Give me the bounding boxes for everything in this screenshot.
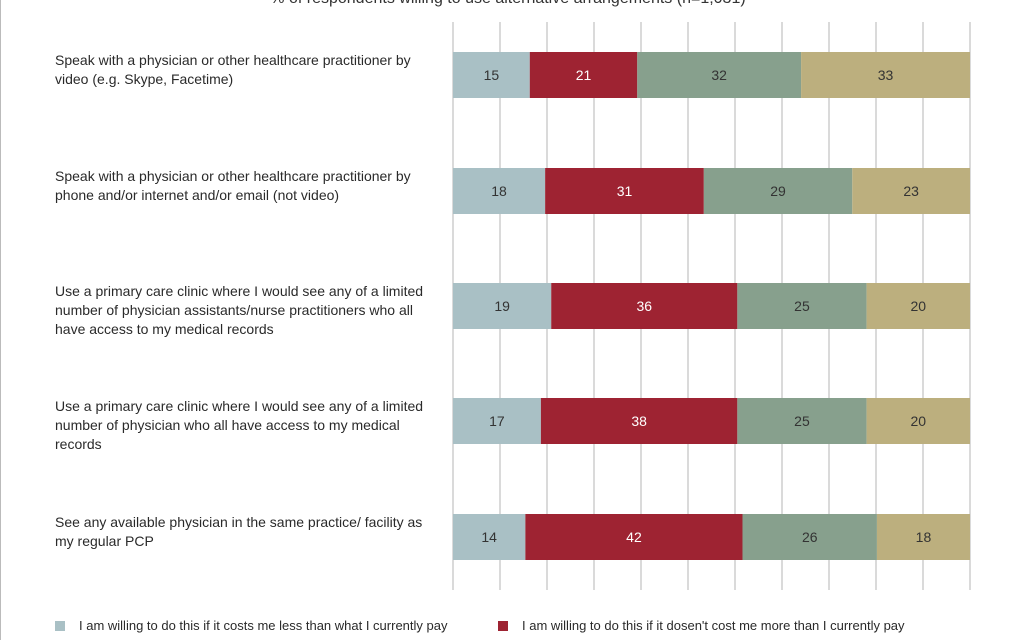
data-label: 19 [494,298,510,314]
bar-segment [801,52,970,98]
data-label: 38 [631,413,647,429]
data-label: 18 [491,183,507,199]
legend: I am willing to do this if it costs me l… [55,618,941,633]
bar-segment [529,52,638,98]
bar-segment [551,283,738,329]
data-label: 29 [770,183,786,199]
bar-segment [852,168,970,214]
data-label: 23 [903,183,919,199]
data-label: 36 [637,298,653,314]
legend-item: I am willing to do this if it costs me l… [55,618,498,633]
data-label: 25 [794,298,810,314]
legend-text: I am willing to do this if it costs me l… [79,618,448,633]
bar-segment [866,398,970,444]
category-label: Speak with a physician or other healthca… [55,52,411,87]
bar-segment [525,514,743,560]
data-label: 20 [911,413,927,429]
bar-segment [453,52,530,98]
legend-swatch [55,620,65,631]
chart-title: % of respondents willing to use alternat… [0,0,1016,8]
bar-segment [637,52,802,98]
data-label: 26 [802,529,818,545]
data-label: 15 [484,67,500,83]
bar-segment [737,398,867,444]
bar-segment [703,168,853,214]
legend-swatch [498,620,508,631]
data-label: 21 [576,67,592,83]
data-label: 17 [489,413,505,429]
bar-segment [876,514,970,560]
category-label: Speak with a physician or other healthca… [55,168,411,203]
bar-segment [453,514,526,560]
data-label: 31 [617,183,633,199]
bar-segment [866,283,970,329]
category-label: Use a primary care clinic where I would … [55,283,424,337]
bar-segment [453,283,552,329]
data-label: 33 [878,67,894,83]
bar-segment [453,398,541,444]
category-label: Use a primary care clinic where I would … [55,398,424,452]
data-label: 42 [626,529,642,545]
bar-segment [742,514,877,560]
data-label: 25 [794,413,810,429]
bar-segment [737,283,867,329]
bar-segment [545,168,704,214]
bar-segment [540,398,738,444]
legend-text: I am willing to do this if it dosen't co… [522,618,905,633]
frame-border [0,0,1,640]
data-label: 32 [711,67,727,83]
category-label: See any available physician in the same … [55,514,423,549]
data-label: 14 [481,529,497,545]
data-label: 20 [911,298,927,314]
legend-item: I am willing to do this if it dosen't co… [498,618,941,633]
bar-segment [453,168,546,214]
data-label: 18 [916,529,932,545]
